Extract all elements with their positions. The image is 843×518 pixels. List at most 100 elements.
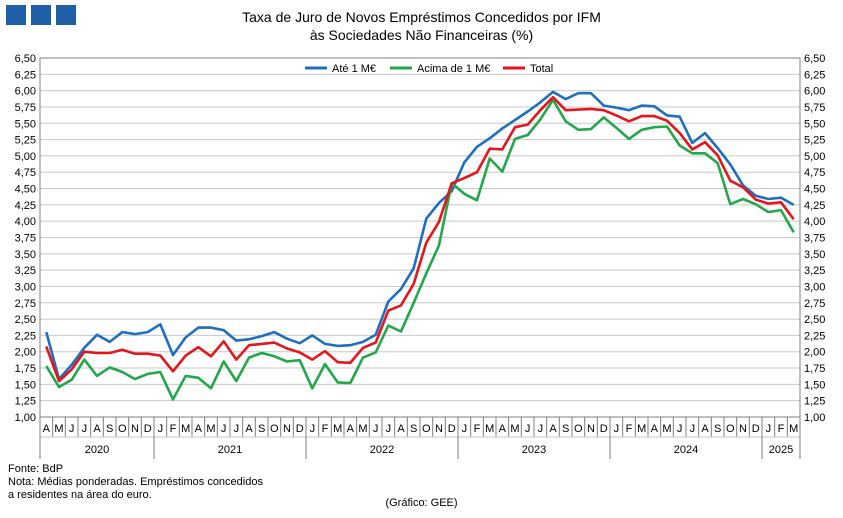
x-tick-label: M — [662, 423, 671, 435]
y-tick-label-left: 6,50 — [15, 53, 36, 65]
x-tick-label: A — [651, 423, 659, 435]
x-tick-label: N — [283, 423, 291, 435]
x-tick-label: O — [270, 423, 279, 435]
x-tick-label: F — [322, 423, 329, 435]
y-tick-label-left: 1,25 — [15, 396, 36, 408]
y-tick-label-right: 6,25 — [804, 69, 825, 81]
x-tick-label: M — [485, 423, 494, 435]
x-tick-label: S — [258, 423, 265, 435]
x-tick-label: D — [296, 423, 304, 435]
x-tick-label: F — [626, 423, 633, 435]
x-tick-label: J — [614, 423, 620, 435]
y-tick-label-right: 5,50 — [804, 118, 825, 130]
x-tick-label: O — [726, 423, 735, 435]
x-tick-label: F — [170, 423, 177, 435]
y-tick-label-right: 6,50 — [804, 53, 825, 65]
y-tick-label-right: 2,25 — [804, 330, 825, 342]
legend-label: Até 1 M€ — [332, 63, 376, 75]
y-tick-label-left: 4,25 — [15, 200, 36, 212]
y-tick-label-right: 5,00 — [804, 151, 825, 163]
x-tick-label: M — [333, 423, 342, 435]
chart-title: Taxa de Juro de Novos Empréstimos Conced… — [242, 9, 601, 25]
year-label: 2020 — [85, 444, 109, 456]
y-tick-label-left: 1,75 — [15, 363, 36, 375]
x-tick-label: D — [752, 423, 760, 435]
chart-credit: (Gráfico: GEE) — [385, 497, 458, 509]
x-tick-label: M — [789, 423, 798, 435]
x-tick-label: J — [690, 423, 696, 435]
series-line-1 — [45, 98, 795, 401]
y-tick-label-left: 1,00 — [15, 412, 36, 424]
y-tick-label-right: 1,50 — [804, 379, 825, 391]
y-tick-label-left: 3,75 — [15, 233, 36, 245]
logo-square-2 — [31, 5, 51, 25]
x-tick-label: J — [69, 423, 75, 435]
x-tick-label: J — [310, 423, 316, 435]
x-tick-label: M — [206, 423, 215, 435]
x-tick-label: A — [245, 423, 253, 435]
year-label: 2025 — [769, 444, 793, 456]
x-tick-label: O — [574, 423, 583, 435]
note-line-2: a residentes na área do euro. — [8, 489, 152, 501]
chart-subtitle: às Sociedades Não Financeiras (%) — [309, 27, 534, 43]
y-tick-label-right: 4,50 — [804, 184, 825, 196]
y-tick-label-left: 5,25 — [15, 135, 36, 147]
y-tick-label-left: 1,50 — [15, 379, 36, 391]
y-tick-label-left: 5,00 — [15, 151, 36, 163]
y-tick-label-right: 2,00 — [804, 347, 825, 359]
x-tick-label: F — [474, 423, 481, 435]
x-tick-label: J — [386, 423, 392, 435]
y-tick-label-right: 6,00 — [804, 86, 825, 98]
x-tick-label: S — [714, 423, 721, 435]
y-tick-label-right: 4,75 — [804, 167, 825, 179]
x-tick-label: S — [562, 423, 569, 435]
y-tick-label-left: 4,00 — [15, 216, 36, 228]
x-tick-label: S — [410, 423, 417, 435]
y-tick-label-left: 6,25 — [15, 69, 36, 81]
y-tick-label-right: 4,25 — [804, 200, 825, 212]
x-tick-label: A — [701, 423, 709, 435]
x-tick-label: O — [118, 423, 127, 435]
y-tick-label-right: 1,75 — [804, 363, 825, 375]
y-tick-label-right: 1,00 — [804, 412, 825, 424]
logo-square-3 — [56, 5, 76, 25]
legend-label: Acima de 1 M€ — [417, 63, 490, 75]
y-tick-label-left: 2,50 — [15, 314, 36, 326]
y-tick-label-left: 4,50 — [15, 184, 36, 196]
x-tick-label: J — [677, 423, 683, 435]
series-line-2 — [45, 95, 795, 383]
x-tick-label: A — [43, 423, 51, 435]
x-tick-label: N — [739, 423, 747, 435]
x-tick-label: M — [181, 423, 190, 435]
x-tick-label: J — [373, 423, 379, 435]
x-tick-label: M — [54, 423, 63, 435]
y-tick-label-left: 3,25 — [15, 265, 36, 277]
x-tick-label: A — [549, 423, 557, 435]
x-tick-label: O — [422, 423, 431, 435]
series-line-0 — [45, 90, 795, 381]
y-tick-label-left: 3,00 — [15, 281, 36, 293]
x-tick-label: D — [600, 423, 608, 435]
x-tick-label: A — [397, 423, 405, 435]
x-tick-label: M — [358, 423, 367, 435]
logo-square-1 — [6, 5, 26, 25]
x-tick-label: N — [435, 423, 443, 435]
x-tick-label: F — [778, 423, 785, 435]
y-tick-label-right: 3,50 — [804, 249, 825, 261]
x-tick-label: S — [106, 423, 113, 435]
x-tick-label: J — [462, 423, 468, 435]
x-tick-label: D — [448, 423, 456, 435]
x-tick-label: D — [144, 423, 152, 435]
y-tick-label-right: 2,75 — [804, 298, 825, 310]
year-label: 2024 — [674, 444, 698, 456]
x-tick-label: J — [221, 423, 227, 435]
y-tick-label-left: 2,00 — [15, 347, 36, 359]
y-tick-label-right: 4,00 — [804, 216, 825, 228]
x-tick-label: M — [510, 423, 519, 435]
legend-label: Total — [530, 63, 553, 75]
y-tick-label-left: 4,75 — [15, 167, 36, 179]
x-tick-label: N — [131, 423, 139, 435]
x-tick-label: J — [766, 423, 772, 435]
x-tick-label: J — [525, 423, 531, 435]
